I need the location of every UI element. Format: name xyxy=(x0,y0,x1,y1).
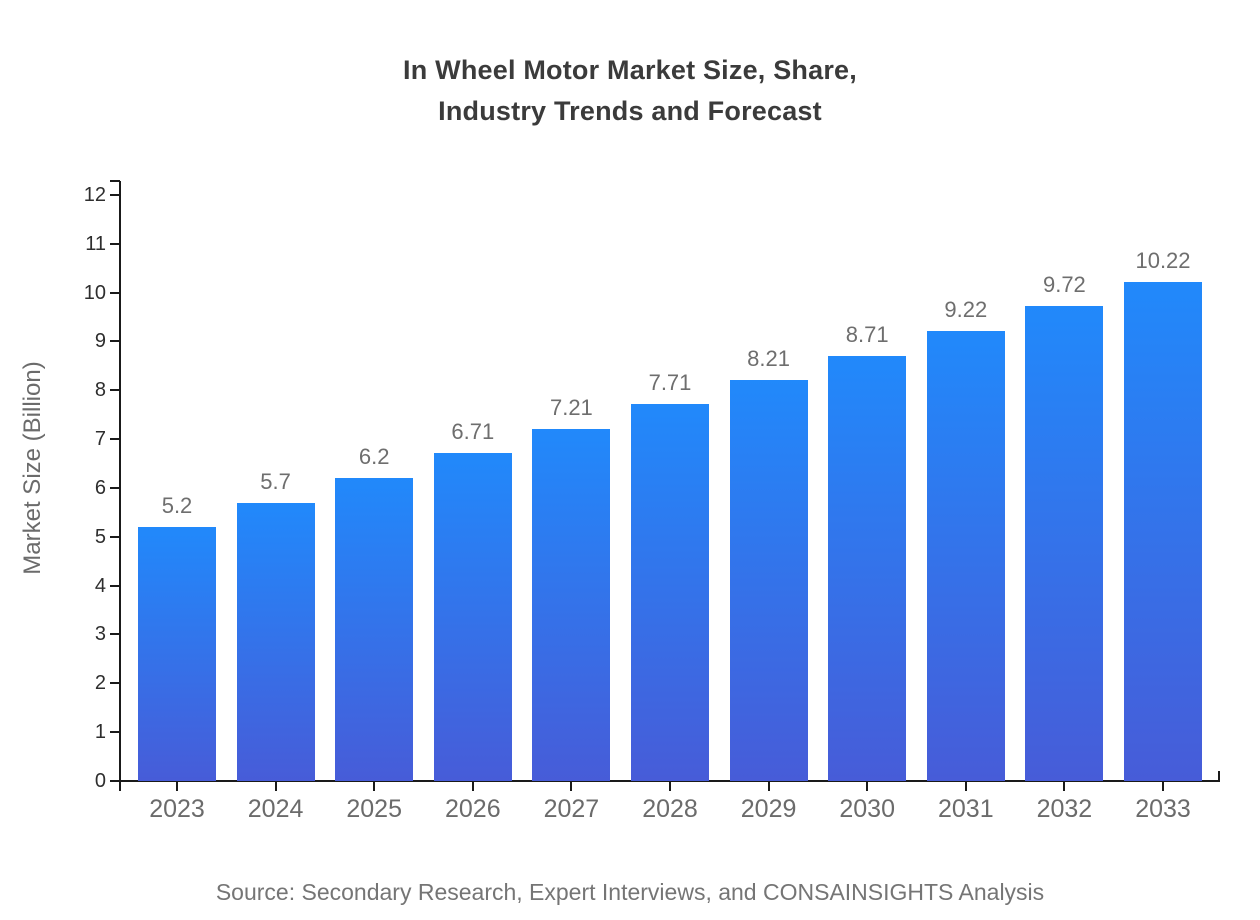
x-tick-label: 2024 xyxy=(247,795,304,823)
source-caption: Source: Secondary Research, Expert Inter… xyxy=(215,879,1045,905)
y-tick xyxy=(110,340,120,343)
y-tick xyxy=(110,780,120,782)
x-tick-label: 2029 xyxy=(740,795,797,823)
y-tick-label: 11 xyxy=(85,232,106,255)
x-tick xyxy=(274,781,277,791)
x-tick xyxy=(1063,781,1066,791)
bar xyxy=(1025,306,1104,781)
x-tick xyxy=(669,781,671,791)
bar-value-label: 8.71 xyxy=(845,321,889,347)
bar xyxy=(138,526,216,781)
x-tick-label: 2032 xyxy=(1036,795,1093,823)
y-axis-line xyxy=(119,181,121,791)
bar-value-label: 6.71 xyxy=(451,419,495,445)
x-tick xyxy=(1162,781,1164,791)
y-tick xyxy=(110,535,120,538)
x-tick-label: 2028 xyxy=(642,795,698,823)
y-tick xyxy=(110,584,120,587)
chart-title-line1: In Wheel Motor Market Size, Share, xyxy=(403,55,857,85)
y-tick-label: 5 xyxy=(94,525,106,548)
y-tick xyxy=(110,731,120,734)
y-tick-label: 8 xyxy=(94,379,106,402)
bar xyxy=(729,379,808,781)
x-tick xyxy=(767,781,770,791)
bar-value-label: 9.72 xyxy=(1042,272,1086,298)
y-tick xyxy=(110,193,120,196)
bar xyxy=(1124,281,1202,781)
y-tick xyxy=(110,438,120,441)
bar xyxy=(335,478,414,781)
bar xyxy=(532,428,611,781)
x-tick-label: 2033 xyxy=(1135,795,1191,823)
y-tick-label: 3 xyxy=(94,623,106,646)
chart-title-line2: Industry Trends and Forecast xyxy=(438,96,822,126)
x-tick-label: 2023 xyxy=(149,795,205,823)
bar xyxy=(236,502,315,781)
y-tick xyxy=(110,486,120,489)
y-tick-label: 2 xyxy=(94,672,106,695)
x-tick xyxy=(570,781,573,791)
x-tick xyxy=(471,781,474,791)
y-tick-label: 12 xyxy=(83,183,106,206)
x-tick-label: 2025 xyxy=(346,795,402,823)
x-tick xyxy=(964,781,967,791)
y-tick xyxy=(110,291,120,294)
x-tick-label: 2031 xyxy=(937,795,994,823)
y-tick xyxy=(110,389,120,392)
bar-value-label: 9.22 xyxy=(944,296,988,322)
bar-value-label: 5.7 xyxy=(260,468,291,494)
y-tick-label: 10 xyxy=(83,281,106,304)
x-axis-line xyxy=(110,780,1220,782)
bar-value-label: 6.2 xyxy=(358,444,390,470)
y-tick-label: 1 xyxy=(94,721,106,744)
bar xyxy=(926,330,1005,781)
bar xyxy=(631,404,709,781)
y-tick-label: 6 xyxy=(94,476,106,499)
y-tick xyxy=(110,633,120,636)
y-axis-end-cap xyxy=(110,180,120,182)
y-tick xyxy=(110,682,120,685)
x-tick-label: 2026 xyxy=(444,795,501,823)
y-tick-label: 7 xyxy=(94,428,106,451)
y-tick xyxy=(110,242,120,245)
bar-value-label: 10.22 xyxy=(1135,247,1191,273)
x-tick-label: 2030 xyxy=(839,795,895,823)
bar-value-label: 5.2 xyxy=(161,492,193,518)
bar-value-label: 8.21 xyxy=(747,345,790,371)
x-tick xyxy=(176,781,178,791)
y-tick-label: 9 xyxy=(94,330,106,353)
bar-value-label: 7.21 xyxy=(549,394,593,420)
bar xyxy=(828,355,907,781)
bar-value-label: 7.71 xyxy=(648,370,692,396)
x-tick xyxy=(373,781,376,791)
x-tick xyxy=(866,781,869,791)
page-title: In Wheel Motor Market Size, Share, Indus… xyxy=(0,50,1260,132)
x-tick-label: 2027 xyxy=(543,795,600,823)
y-tick-label: 4 xyxy=(94,574,106,597)
bar xyxy=(433,453,512,781)
x-axis-end-cap xyxy=(1218,771,1220,781)
y-tick-label: 0 xyxy=(94,770,106,792)
